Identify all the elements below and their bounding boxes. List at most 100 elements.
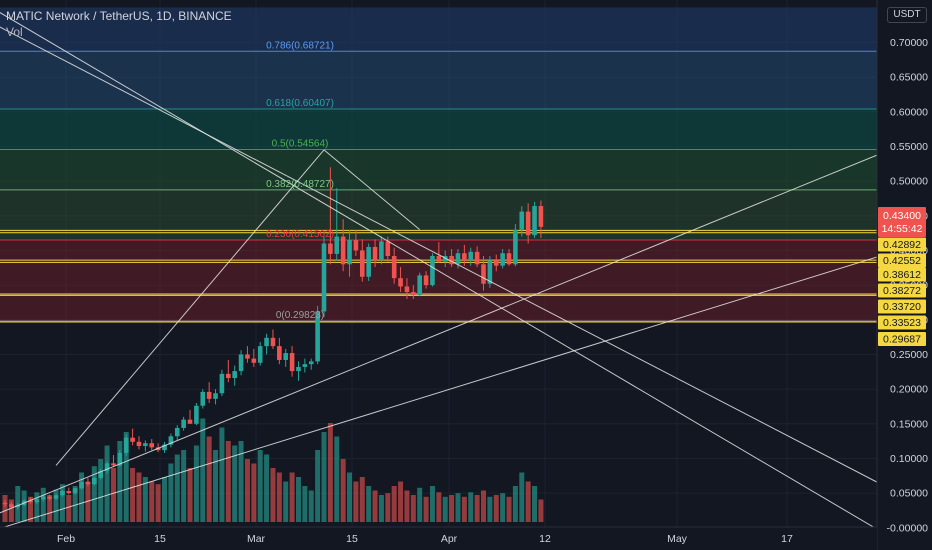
- level-price-label: 0.42892: [883, 239, 921, 251]
- candle-body[interactable]: [206, 391, 212, 399]
- candle-body[interactable]: [53, 495, 59, 499]
- candle-body[interactable]: [34, 499, 40, 503]
- candle-body[interactable]: [226, 373, 231, 379]
- candle-body[interactable]: [538, 206, 544, 227]
- candle-body[interactable]: [130, 437, 135, 442]
- candle-body[interactable]: [181, 419, 186, 428]
- candle-body[interactable]: [213, 393, 218, 399]
- candle-body[interactable]: [462, 253, 467, 261]
- candle-body[interactable]: [391, 255, 397, 279]
- candle-body[interactable]: [321, 243, 327, 312]
- candle-body[interactable]: [353, 240, 359, 251]
- candle-body[interactable]: [79, 482, 84, 489]
- candle-body[interactable]: [334, 236, 340, 254]
- currency-badge[interactable]: USDT: [887, 7, 927, 23]
- trendline[interactable]: [0, 0, 899, 494]
- candle-body[interactable]: [468, 251, 474, 261]
- candle-body[interactable]: [487, 260, 493, 284]
- candle-body[interactable]: [449, 255, 454, 265]
- volume-bar: [468, 492, 474, 522]
- candle-body[interactable]: [283, 353, 289, 360]
- candle-body[interactable]: [277, 346, 282, 360]
- candle-body[interactable]: [47, 496, 52, 499]
- candle-body[interactable]: [474, 251, 480, 265]
- candle-body[interactable]: [525, 211, 531, 236]
- candle-body[interactable]: [92, 477, 97, 485]
- candle-body[interactable]: [308, 361, 314, 365]
- candle-body[interactable]: [245, 354, 250, 359]
- candle-body[interactable]: [430, 255, 435, 286]
- candle-body[interactable]: [328, 243, 333, 254]
- candle-body[interactable]: [60, 491, 65, 496]
- candle-body[interactable]: [123, 437, 129, 453]
- chart-title: MATIC Network / TetherUS, 1D, BINANCE: [6, 9, 232, 23]
- candle-body[interactable]: [200, 391, 206, 406]
- candle-body[interactable]: [366, 246, 371, 277]
- candle-body[interactable]: [2, 502, 8, 505]
- candle-body[interactable]: [513, 229, 518, 265]
- trendline[interactable]: [0, 249, 899, 534]
- candle-body[interactable]: [168, 436, 174, 445]
- level-price-tag: [878, 237, 926, 252]
- candle-body[interactable]: [104, 463, 110, 471]
- candle-body[interactable]: [315, 311, 320, 362]
- candle-body[interactable]: [398, 278, 403, 287]
- candle-body[interactable]: [9, 504, 14, 507]
- candle-body[interactable]: [442, 255, 448, 262]
- candle-body[interactable]: [238, 354, 244, 372]
- candle-body[interactable]: [372, 246, 378, 261]
- trendline[interactable]: [0, 0, 899, 543]
- candle-body[interactable]: [340, 236, 346, 265]
- candle-body[interactable]: [385, 241, 391, 256]
- trendline[interactable]: [0, 145, 899, 526]
- candle-body[interactable]: [455, 253, 461, 265]
- candle-body[interactable]: [532, 206, 537, 236]
- candle-body[interactable]: [66, 491, 72, 494]
- candle-body[interactable]: [98, 470, 103, 478]
- candle-body[interactable]: [289, 353, 295, 372]
- candle-body[interactable]: [500, 253, 505, 266]
- candle-body[interactable]: [111, 463, 116, 466]
- trendline[interactable]: [323, 149, 421, 231]
- volume-bar: [40, 487, 46, 522]
- candle-body[interactable]: [232, 371, 237, 379]
- volume-bar: [289, 472, 295, 522]
- volume-bar: [244, 459, 250, 522]
- level-price-label: 0.38612: [883, 269, 921, 281]
- candle-body[interactable]: [136, 441, 142, 446]
- candle-body[interactable]: [28, 500, 33, 503]
- candle-body[interactable]: [417, 275, 422, 295]
- candle-body[interactable]: [270, 337, 276, 347]
- price-tick-label: 0.10000: [890, 453, 928, 465]
- candle-body[interactable]: [85, 482, 91, 485]
- candle-body[interactable]: [519, 211, 525, 230]
- candle-body[interactable]: [296, 366, 301, 372]
- candle-body[interactable]: [506, 253, 512, 265]
- candle-body[interactable]: [264, 337, 269, 347]
- candle-body[interactable]: [359, 250, 365, 277]
- candle-body[interactable]: [72, 488, 78, 494]
- candle-body[interactable]: [194, 405, 199, 424]
- candle-body[interactable]: [302, 364, 308, 367]
- trendline[interactable]: [55, 149, 325, 466]
- candle-body[interactable]: [436, 255, 442, 262]
- candle-body[interactable]: [423, 275, 429, 286]
- candle-body[interactable]: [219, 373, 225, 394]
- candle-body[interactable]: [143, 443, 148, 446]
- candle-body[interactable]: [347, 240, 352, 265]
- candle-body[interactable]: [481, 264, 486, 284]
- candle-body[interactable]: [187, 419, 193, 424]
- candle-body[interactable]: [493, 260, 499, 266]
- candle-body[interactable]: [251, 358, 257, 363]
- candle-body[interactable]: [149, 443, 155, 448]
- candle-body[interactable]: [162, 444, 167, 451]
- candle-body[interactable]: [411, 292, 416, 295]
- candle-body[interactable]: [174, 427, 180, 437]
- candle-body[interactable]: [257, 346, 263, 363]
- candle-body[interactable]: [404, 286, 410, 293]
- candle-body[interactable]: [40, 496, 46, 500]
- candle-body[interactable]: [379, 241, 384, 261]
- time-tick-label: 15: [154, 533, 166, 545]
- candle-body[interactable]: [117, 452, 123, 466]
